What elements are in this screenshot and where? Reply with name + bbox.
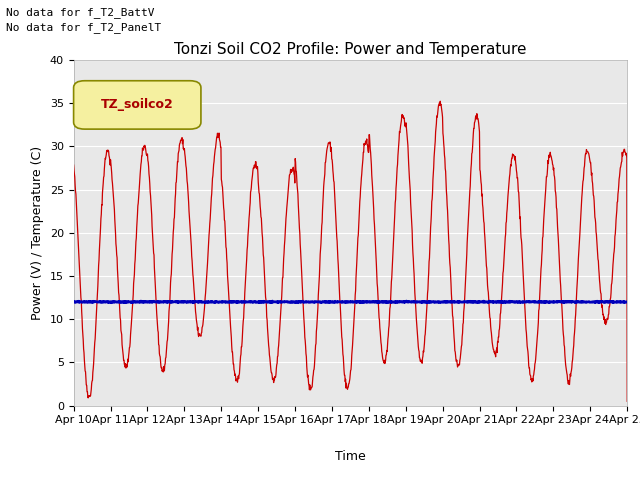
Text: No data for f_T2_BattV: No data for f_T2_BattV: [6, 7, 155, 18]
X-axis label: Time: Time: [335, 450, 366, 463]
Title: Tonzi Soil CO2 Profile: Power and Temperature: Tonzi Soil CO2 Profile: Power and Temper…: [174, 42, 527, 58]
Text: No data for f_T2_PanelT: No data for f_T2_PanelT: [6, 22, 162, 33]
Y-axis label: Power (V) / Temperature (C): Power (V) / Temperature (C): [31, 146, 44, 320]
FancyBboxPatch shape: [74, 81, 201, 129]
Text: TZ_soilco2: TZ_soilco2: [101, 98, 173, 111]
